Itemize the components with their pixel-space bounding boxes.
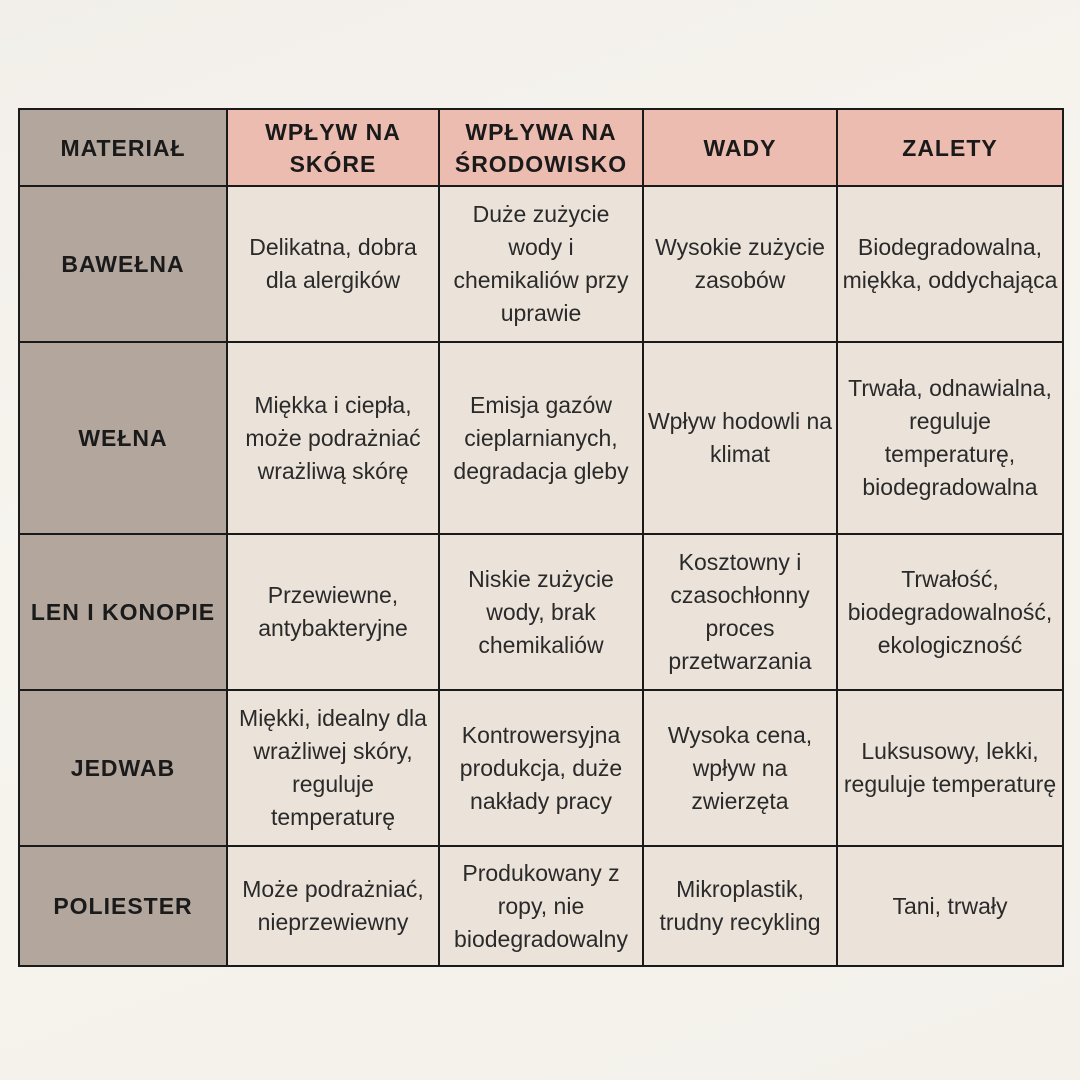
table-row: JEDWAB Miękki, idealny dla wrażliwej skór… (18, 689, 1064, 847)
table-cell: Wysoka cena, wpływ na zwierzęta (642, 689, 838, 847)
materials-table: MATERIAŁ WPŁYW NA SKÓRE WPŁYWA NA ŚRODOWIS… (18, 108, 1064, 967)
table-cell: Tani, trwały (836, 845, 1064, 967)
table-row: LEN I KONOPIE Przewiewne, antybakteryjne N… (18, 533, 1064, 691)
table-cell: Przewiewne, antybakteryjne (226, 533, 440, 691)
table-cell: Miękka i ciepła, może podrażniać wrażliw… (226, 341, 440, 535)
table-cell: Wysokie zużycie zasobów (642, 185, 838, 343)
table-cell: Biodegradowalna, miękka, oddychająca (836, 185, 1064, 343)
table-cell: Wpływ hodowli na klimat (642, 341, 838, 535)
table-cell: Miękki, idealny dla wrażliwej skóry, reg… (226, 689, 440, 847)
table-row: WEŁNA Miękka i ciepła, może podrażniać wr… (18, 341, 1064, 535)
table-cell: Kontrowersyjna produkcja, duże nakłady p… (438, 689, 644, 847)
material-cell: BAWEŁNA (18, 185, 228, 343)
header-row: MATERIAŁ WPŁYW NA SKÓRE WPŁYWA NA ŚRODOWIS… (18, 108, 1064, 187)
table-cell: Może podrażniać, nieprzewiewny (226, 845, 440, 967)
table-cell: Trwałość, biodegradowalność, ekologiczno… (836, 533, 1064, 691)
table-row: BAWEŁNA Delikatna, dobra dla alergików Duż… (18, 185, 1064, 343)
table-cell: Luksusowy, lekki, reguluje temperaturę (836, 689, 1064, 847)
material-cell: WEŁNA (18, 341, 228, 535)
table-row: POLIESTER Może podrażniać, nieprzewiewny P… (18, 845, 1064, 967)
header-cell: MATERIAŁ (18, 108, 228, 187)
table-cell: Duże zużycie wody i chemikaliów przy upr… (438, 185, 644, 343)
table-cell: Kosztowny i czasochłonny proces przetwar… (642, 533, 838, 691)
table-cell: Mikroplastik, trudny recykling (642, 845, 838, 967)
material-cell: LEN I KONOPIE (18, 533, 228, 691)
header-cell: WPŁYWA NA ŚRODOWISKO (438, 108, 644, 187)
material-cell: POLIESTER (18, 845, 228, 967)
table-cell: Trwała, odnawialna, reguluje temperaturę… (836, 341, 1064, 535)
table-cell: Emisja gazów cieplarnianych, degradacja … (438, 341, 644, 535)
header-cell: WADY (642, 108, 838, 187)
header-cell: WPŁYW NA SKÓRE (226, 108, 440, 187)
table-cell: Niskie zużycie wody, brak chemikaliów (438, 533, 644, 691)
table-cell: Delikatna, dobra dla alergików (226, 185, 440, 343)
material-cell: JEDWAB (18, 689, 228, 847)
table-cell: Produkowany z ropy, nie biodegradowalny (438, 845, 644, 967)
header-cell: ZALETY (836, 108, 1064, 187)
